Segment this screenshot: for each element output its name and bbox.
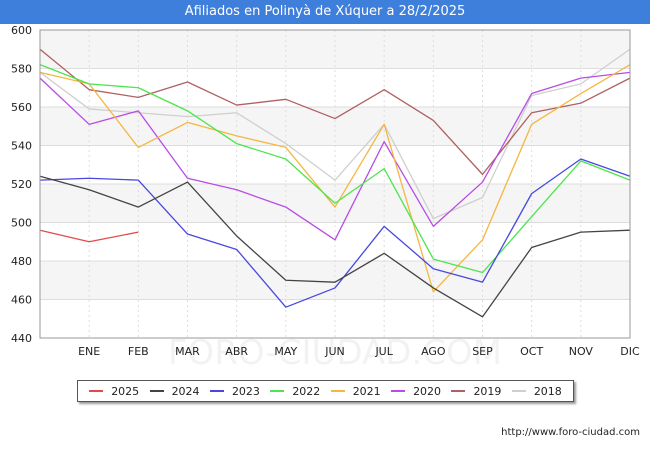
y-tick-label: 580 (11, 63, 32, 76)
legend-swatch (451, 390, 466, 392)
legend-label: 2024 (171, 384, 200, 398)
source-url[interactable]: http://www.foro-ciudad.com (501, 427, 640, 438)
legend-label: 2025 (111, 384, 140, 398)
series-line-2022 (39, 64, 631, 274)
legend-label: 2018 (533, 384, 562, 398)
y-tick-label: 540 (11, 140, 32, 153)
x-tick-label: MAR (175, 345, 200, 358)
plot-border (39, 29, 631, 339)
x-tick-label: JUN (324, 345, 345, 358)
y-tick-label: 600 (11, 24, 32, 37)
legend-item-2022: 2022 (270, 385, 320, 398)
x-tick-label: FEB (128, 345, 149, 358)
legend-item-2023: 2023 (209, 384, 260, 398)
x-tick-labels: ENE FEB MAR ABR MAY JUN JUL AGO SEP OCT NOV DIC (78, 345, 640, 358)
legend-label: 2019 (473, 384, 502, 398)
chart-title: Afiliados en Polinyà de Xúquer a 28/2/20… (0, 0, 650, 24)
legend-swatch (149, 390, 164, 392)
y-tick-label: 500 (11, 217, 32, 230)
x-tick-label: ABR (225, 345, 248, 358)
x-tick-label: OCT (520, 345, 543, 358)
grid-lines (40, 29, 631, 339)
series-line-2024 (39, 175, 631, 318)
y-tick-label: 460 (11, 294, 32, 307)
series-line-2021 (39, 64, 631, 293)
series-line-2020 (39, 71, 631, 241)
legend-swatch (330, 390, 345, 392)
watermark: FORO-CIUDAD.COM (168, 333, 502, 373)
x-tick-label: ENE (78, 345, 100, 358)
series-line-2019 (39, 48, 631, 176)
y-tick-labels: 440 460 480 500 520 540 560 580 600 (11, 24, 32, 345)
legend-item-2021: 2021 (330, 384, 381, 398)
x-tick-label: DIC (620, 345, 640, 358)
legend-item-2019: 2019 (451, 385, 501, 398)
x-tick-label: JUL (374, 345, 393, 358)
legend-label: 2023 (231, 384, 260, 398)
legend-swatch (270, 390, 285, 392)
legend-label: 2020 (413, 384, 442, 398)
legend-item-2025: 2025 (89, 385, 139, 398)
y-tick-label: 440 (11, 332, 32, 345)
series-line-2023 (39, 158, 631, 308)
series-line-2018 (39, 48, 631, 220)
legend-swatch (511, 390, 526, 392)
y-tick-label: 520 (11, 178, 32, 191)
legend-swatch (391, 390, 406, 392)
legend-item-2024: 2024 (149, 384, 200, 398)
x-tick-label: SEP (472, 345, 493, 358)
axes (39, 29, 631, 339)
legend-label: 2021 (352, 384, 381, 398)
legend-label: 2022 (292, 384, 321, 398)
series-line-2025 (39, 229, 139, 243)
x-tick-label: MAY (274, 345, 297, 358)
y-tick-label: 560 (11, 101, 32, 114)
legend-item-2018: 2018 (511, 384, 562, 398)
x-tick-label: NOV (569, 345, 594, 358)
x-tick-label: AGO (421, 345, 446, 358)
legend-swatch (209, 390, 224, 392)
series-lines (39, 48, 631, 318)
legend: 2025 2024 2023 2022 2021 2020 2019 2018 (77, 380, 574, 402)
legend-item-2020: 2020 (391, 385, 441, 398)
legend-swatch (89, 390, 104, 392)
y-tick-label: 480 (11, 255, 32, 268)
